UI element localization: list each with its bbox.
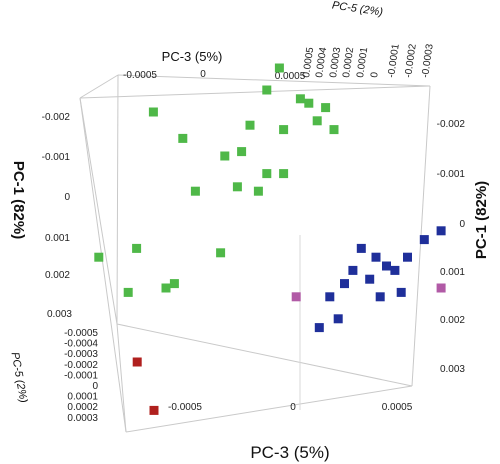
y-right-tick-label: 0 <box>459 219 465 230</box>
z-left-tick-label: 0.0001 <box>67 392 98 403</box>
scatter-point <box>220 151 230 161</box>
x-top-tick-label: 0.0005 <box>275 71 306 82</box>
scatter-point <box>371 252 381 262</box>
data-markers <box>94 63 446 415</box>
x-axis-title-top: PC-3 (5%) <box>162 49 223 64</box>
scatter-point <box>419 235 429 245</box>
box-edge <box>116 323 413 387</box>
scatter-point <box>333 314 343 324</box>
scatter-point <box>436 283 446 293</box>
x-front-tick-label: 0 <box>290 402 296 413</box>
scatter-point <box>161 283 171 293</box>
z-left-tick-label: -0.0003 <box>64 349 98 360</box>
scatter-point <box>314 323 324 333</box>
box-edge <box>79 97 118 325</box>
z-left-tick-label: -0.0001 <box>64 370 98 381</box>
z-top-tick-label: -0.0003 <box>420 43 436 79</box>
scatter-point <box>169 279 179 289</box>
y-right-tick-label: -0.001 <box>437 169 466 180</box>
z-top-tick-label: 0.0003 <box>328 46 343 78</box>
box-edge <box>79 85 431 99</box>
scatter-point <box>216 248 226 258</box>
z-top-tick-label: 0.0004 <box>314 46 329 78</box>
scatter-point <box>274 63 284 73</box>
scatter-point <box>149 405 159 415</box>
z-left-tick-label: 0 <box>92 381 98 392</box>
z-axis-title-top: PC-5 (2%) <box>331 0 384 19</box>
tick-labels: -0.0005 0 0.0005 -0.0005 0 0.0005 -0.002 -0.001… <box>42 43 466 424</box>
scatter-point <box>403 252 412 262</box>
scatter-point <box>94 252 104 262</box>
scatter-point <box>390 265 400 275</box>
box-edge <box>79 97 127 433</box>
scatter-point <box>375 292 385 302</box>
y-left-tick-label: 0.003 <box>47 309 72 320</box>
scatter-point <box>436 226 446 236</box>
scatter-point <box>291 292 301 302</box>
z-left-tick-label: 0.0003 <box>67 413 98 424</box>
z-top-tick-label: 0.0002 <box>341 46 356 78</box>
y-axis-title-right: PC-1 (82%) <box>473 181 490 259</box>
y-right-tick-label: 0.003 <box>440 364 465 375</box>
scatter-point <box>123 287 133 297</box>
x-top-tick-label: 0 <box>200 69 206 80</box>
z-left-tick-label: -0.0005 <box>64 328 98 339</box>
x-top-tick-label: -0.0005 <box>123 70 157 81</box>
y-left-tick-label: 0.002 <box>45 270 70 281</box>
scatter-point <box>396 287 406 297</box>
scatter-point <box>132 357 142 367</box>
z-top-tick-label: 0.0005 <box>301 46 316 78</box>
z-left-tick-label: -0.0002 <box>64 360 98 371</box>
scatter-point <box>262 85 272 95</box>
z-top-tick-label: 0.0001 <box>355 46 370 78</box>
z-left-tick-label: 0.0002 <box>67 402 98 413</box>
box-edge <box>116 74 119 325</box>
scatter-point <box>348 265 358 275</box>
scatter-point <box>365 274 375 284</box>
scatter-point <box>356 243 366 253</box>
scatter-point <box>321 103 331 113</box>
y-left-tick-label: 0.001 <box>45 233 70 244</box>
scatter-point <box>190 186 200 196</box>
z-left-tick-label: -0.0004 <box>64 339 98 350</box>
z-axis-title-left: PC-5 (2%) <box>9 351 30 404</box>
z-top-tick-label: -0.0002 <box>403 43 419 79</box>
scatter-point <box>340 279 349 289</box>
box-edge <box>116 323 127 433</box>
x-front-tick-label: 0.0005 <box>382 402 413 413</box>
box-edge <box>117 74 431 87</box>
scatter-point <box>148 107 158 117</box>
scatter-point <box>329 125 339 135</box>
scatter-point <box>382 261 391 271</box>
y-right-tick-label: 0.001 <box>440 267 465 278</box>
scatter-point <box>245 120 255 130</box>
scatter-point <box>304 98 314 108</box>
scatter-point <box>262 169 272 179</box>
y-axis-title-left: PC-1 (82%) <box>10 161 27 239</box>
y-right-tick-label: 0.002 <box>440 315 465 326</box>
y-right-tick-label: -0.002 <box>437 119 466 130</box>
scatter-point <box>279 169 289 179</box>
scatter-point <box>237 147 247 157</box>
x-axis-title-bottom: PC-3 (5%) <box>250 443 329 462</box>
z-top-tick-label: 0 <box>369 71 381 78</box>
scatter-point <box>232 182 242 192</box>
scatter-point <box>325 292 335 302</box>
scatter-point <box>312 116 322 126</box>
scatter-point <box>132 243 142 253</box>
scatter-point <box>295 94 305 104</box>
scatter-point <box>279 125 289 135</box>
box-edge <box>79 74 119 99</box>
scatter-point <box>178 133 188 143</box>
y-left-tick-label: 0 <box>64 192 70 203</box>
x-front-tick-label: -0.0005 <box>168 402 202 413</box>
y-left-tick-label: -0.001 <box>42 152 71 163</box>
z-top-tick-label: -0.0001 <box>386 43 402 79</box>
scatter-point <box>253 186 263 196</box>
box-edge <box>125 385 413 433</box>
y-left-tick-label: -0.002 <box>42 112 71 123</box>
